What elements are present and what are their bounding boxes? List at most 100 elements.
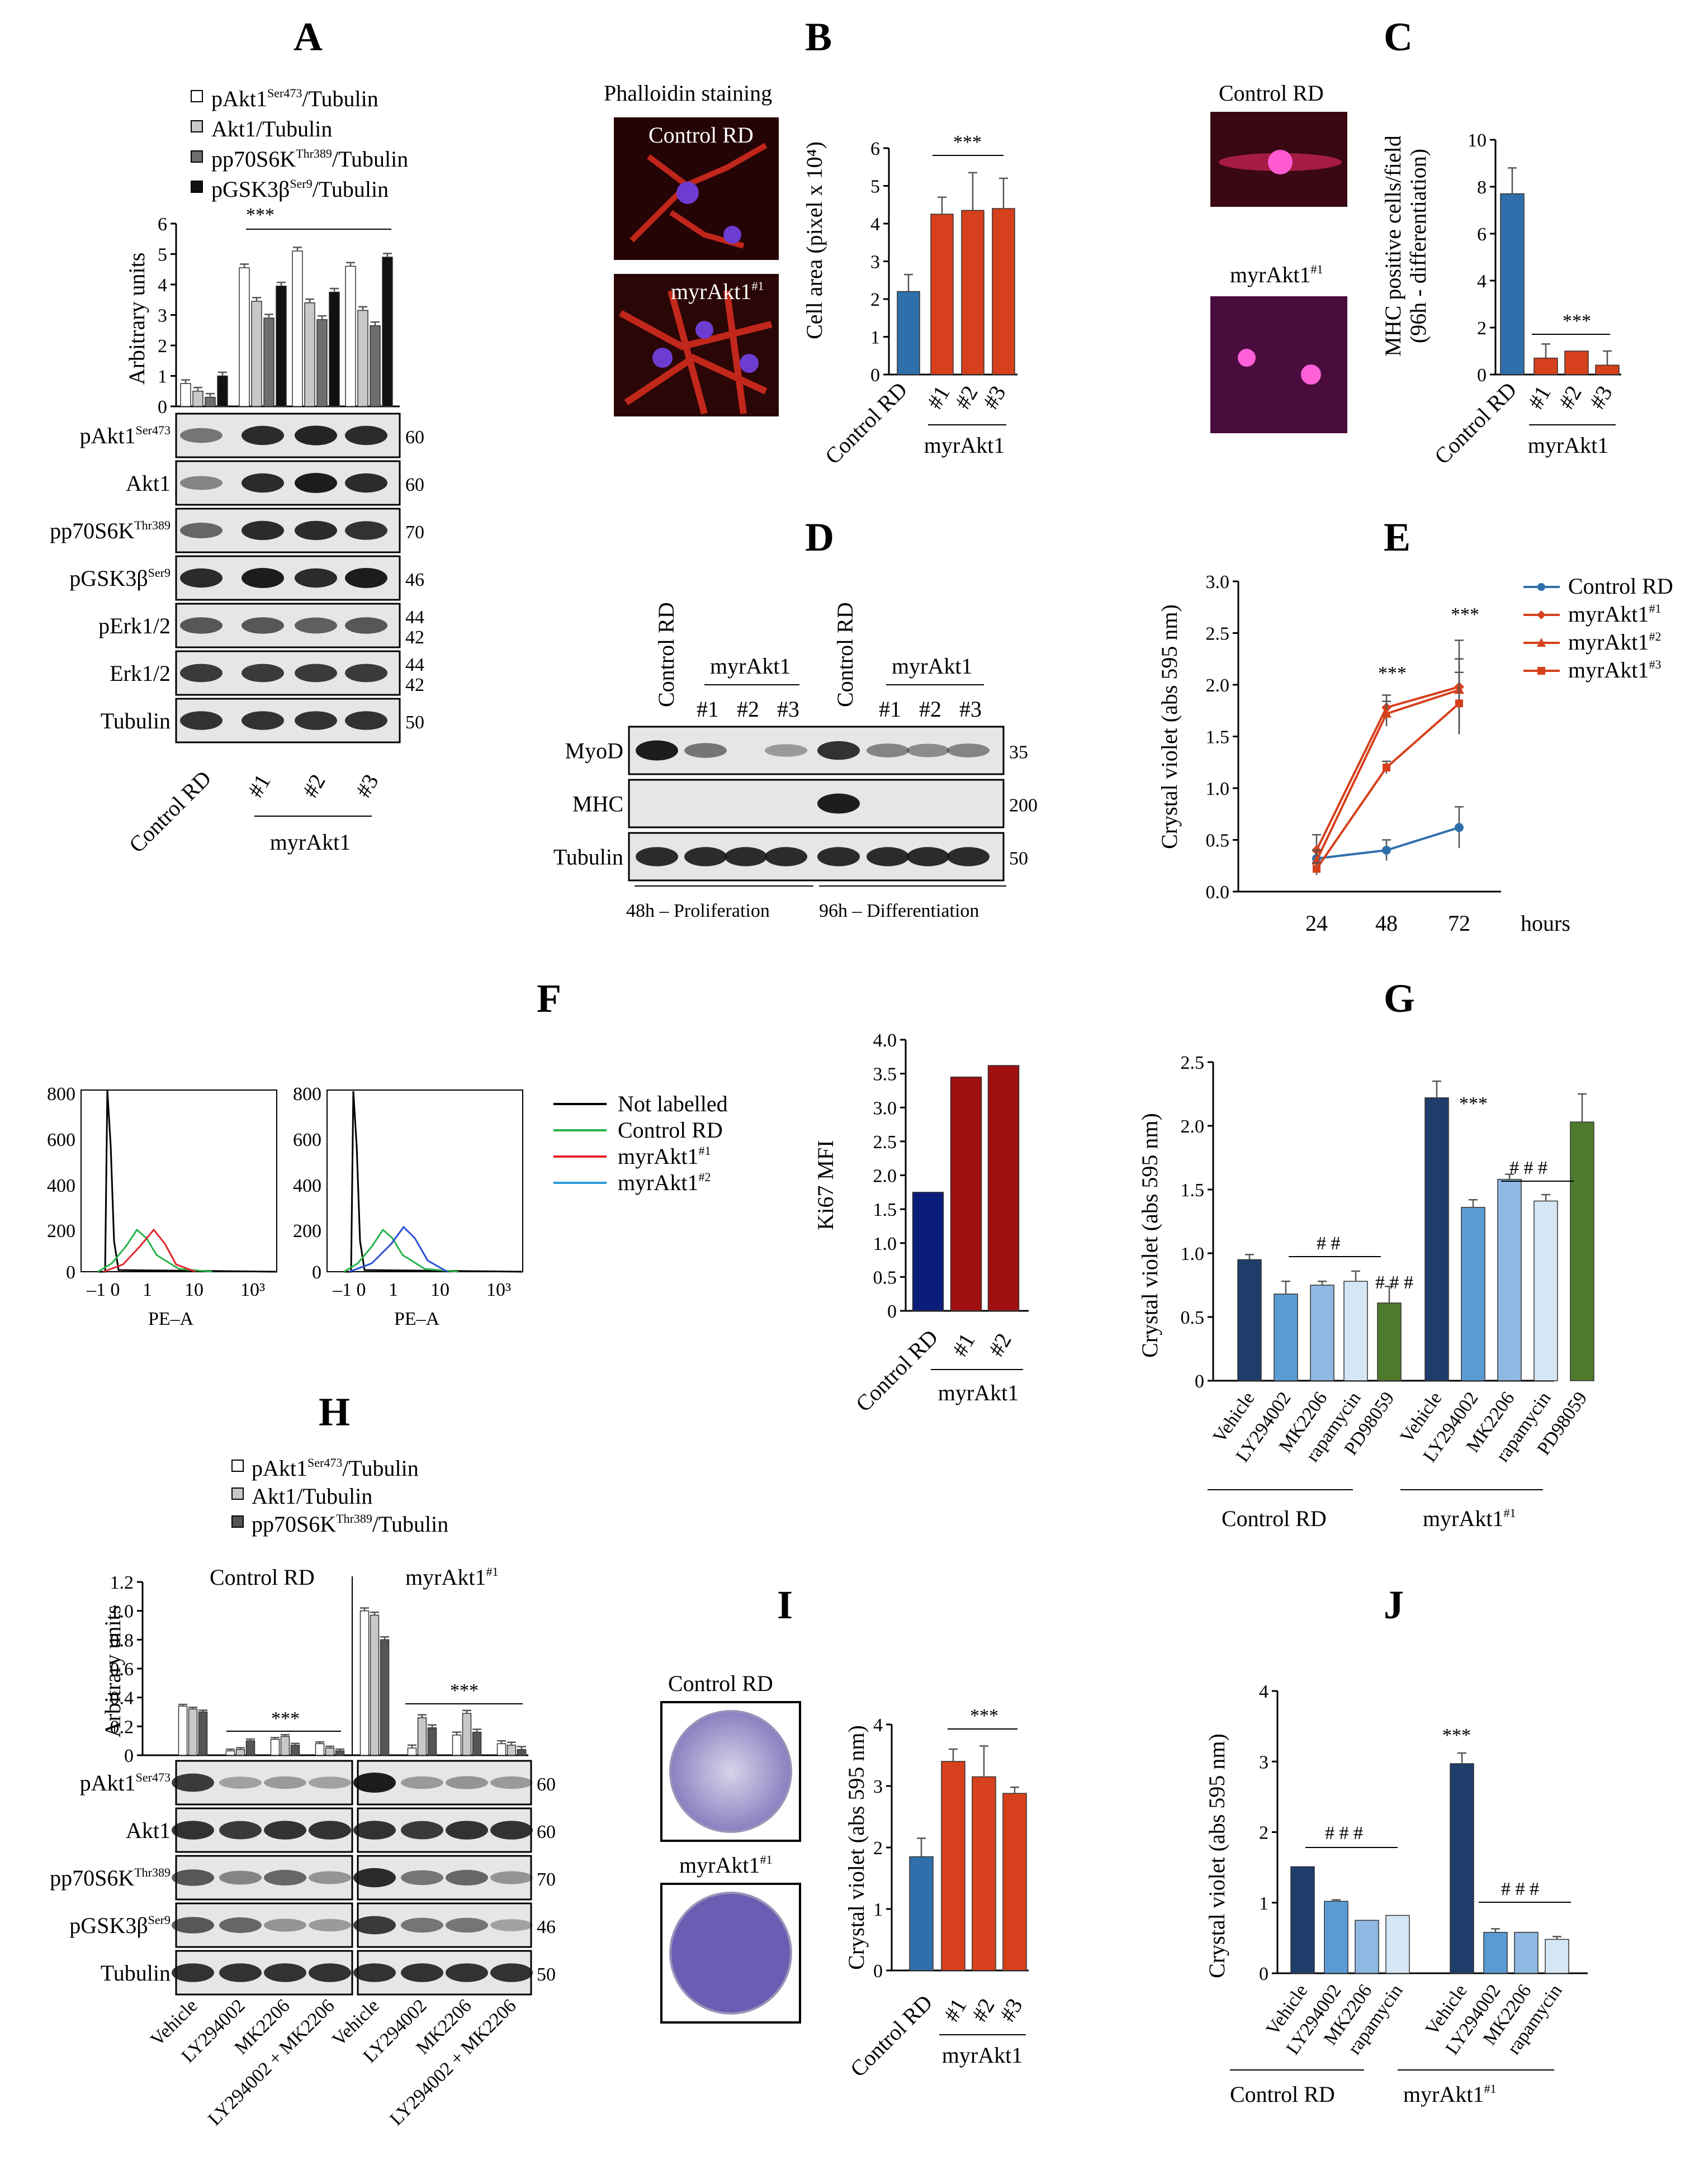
blot-band	[353, 1963, 396, 1982]
blot-band	[725, 847, 767, 866]
legend-a-2: pp70S6KThr389/Tubulin	[211, 146, 408, 172]
blot-band	[264, 1870, 306, 1885]
blot-band	[490, 1919, 533, 1931]
data-point	[1381, 708, 1391, 718]
blot-band	[309, 1918, 351, 1932]
nucleus	[652, 348, 673, 368]
series-line	[1315, 702, 1460, 870]
y-tick-label: 2	[158, 336, 167, 357]
blot-band	[817, 847, 860, 866]
data-point	[1455, 699, 1463, 708]
x-tick-label: 72	[1448, 911, 1470, 936]
chart-j: 0 1 2 3 4	[1259, 1681, 1588, 1984]
bar	[205, 396, 216, 407]
blots-d: MyoD 35 MHC 200 Tubulin 50	[553, 726, 1038, 882]
blot-label: pGSK3βSer9	[69, 1913, 171, 1938]
bar	[417, 1717, 427, 1756]
bar	[316, 319, 328, 407]
ytick: 600	[47, 1130, 75, 1150]
ylabel-a: Arbitrary units	[124, 253, 149, 385]
y-tick-label: 4	[1259, 1681, 1268, 1702]
panel-label-a: A	[294, 15, 323, 59]
y-tick-label: 3.0	[1206, 572, 1230, 593]
hist-control	[343, 1228, 459, 1273]
panel-label-h: H	[319, 1390, 350, 1434]
bar	[427, 1727, 437, 1756]
bar	[315, 1743, 325, 1756]
bar	[292, 250, 303, 407]
y-tick-label: 4	[158, 275, 167, 296]
panel-a-legend: pAkt1Ser473/Tubulin Akt1/Tubulin pp70S6K…	[191, 86, 408, 202]
blot-label: Akt1	[126, 471, 171, 496]
y-tick-label: 2.5	[1181, 1053, 1205, 1073]
bar	[329, 291, 340, 407]
blot-band	[219, 1917, 262, 1933]
bar	[452, 1735, 462, 1756]
blot-band	[219, 1821, 262, 1840]
bar	[930, 214, 954, 375]
panel-label-g: G	[1384, 976, 1415, 1021]
bar	[239, 267, 250, 407]
panel-e: 0.0 0.5 1.0 1.5 2.0 2.5 3.0 24 48 72 *** *** Crys…	[1157, 572, 1673, 936]
chart-g: 0 0.5 1.0 1.5 2.0 2.5	[1181, 1053, 1594, 1392]
blot-band	[353, 1821, 396, 1840]
clone-d-1: #1	[697, 697, 719, 722]
xlabel-c-2: #2	[1554, 381, 1587, 413]
panel-j: 0 1 2 3 4 *** # # # # # # Crystal violet (ab…	[1204, 1681, 1588, 2107]
legend-swatch	[191, 150, 203, 163]
blot-band	[264, 1821, 306, 1840]
y-tick-label: 1.5	[873, 1200, 897, 1220]
blot-band	[242, 520, 284, 541]
chart-c: 0 2 4 6 8 10	[1468, 130, 1621, 386]
legend-e-1: myrAkt1#1	[1568, 601, 1661, 627]
blots-h: pAkt1Ser473 60 Akt1 60 pp70S6KThr389 70 pGSK3β…	[50, 1760, 556, 1996]
group-g-1: Control RD	[1222, 1506, 1327, 1531]
chart-b: 0 1 2 3 4 5 6	[870, 139, 1017, 386]
bar	[1514, 1932, 1539, 1974]
micrograph-label-c1: Control RD	[1219, 80, 1324, 106]
y-tick-label: 1.5	[1181, 1180, 1205, 1201]
blot-label: pAkt1Ser473	[80, 1770, 171, 1795]
legend-f-2: myrAkt1#1	[618, 1144, 711, 1169]
blot-label: Erk1/2	[110, 661, 171, 686]
y-tick-label: 2.0	[1181, 1116, 1205, 1137]
y-tick-label: 4.0	[873, 1030, 897, 1051]
blot-band	[401, 1870, 443, 1885]
xlabel-i-2: #2	[967, 1994, 1000, 2026]
ylabel-f: Ki67 MFI	[813, 1140, 838, 1230]
bar	[1483, 1932, 1508, 1974]
blot-label: MHC	[572, 792, 623, 817]
xlabel-f-1: #1	[947, 1329, 980, 1361]
xlabel-c-control: Control RD	[1430, 377, 1522, 470]
clone-d-5: #2	[919, 697, 941, 722]
blot-band	[242, 617, 284, 634]
bar	[235, 1749, 245, 1756]
blot-strip	[628, 779, 1005, 828]
hist-control	[97, 1228, 213, 1273]
sig-a: ***	[246, 205, 274, 225]
bar	[1570, 1121, 1594, 1381]
chart-a: 0 1 2 3 4 5 6	[158, 214, 400, 418]
subtitle-h-2: myrAkt1#1	[405, 1565, 498, 1590]
blot-band	[309, 1871, 351, 1884]
legend-e-2: myrAkt1#2	[1568, 629, 1661, 655]
blot-band	[490, 1963, 533, 1982]
group-g-2: myrAkt1#1	[1423, 1506, 1516, 1531]
bar	[992, 208, 1015, 375]
sig-b: ***	[953, 132, 982, 153]
y-tick-label: 0	[1477, 365, 1487, 386]
bar	[1450, 1763, 1474, 1974]
blot-band	[446, 1963, 488, 1982]
y-tick-label: 2	[1259, 1823, 1268, 1844]
blot-band	[180, 428, 223, 443]
ylabel-i: Crystal violet (abs 595 nm)	[844, 1725, 869, 1970]
blot-label: pGSK3βSer9	[69, 566, 171, 591]
nucleus	[740, 354, 759, 373]
y-tick-label: 0.6	[110, 1659, 134, 1680]
xlabel-f2: PE–A	[394, 1309, 440, 1329]
blot-band	[295, 568, 337, 588]
blot-band	[765, 847, 807, 866]
xlabel-b-2: #2	[950, 381, 983, 413]
xtick: 10³	[240, 1280, 265, 1300]
y-tick-label: 0.5	[1206, 831, 1230, 851]
